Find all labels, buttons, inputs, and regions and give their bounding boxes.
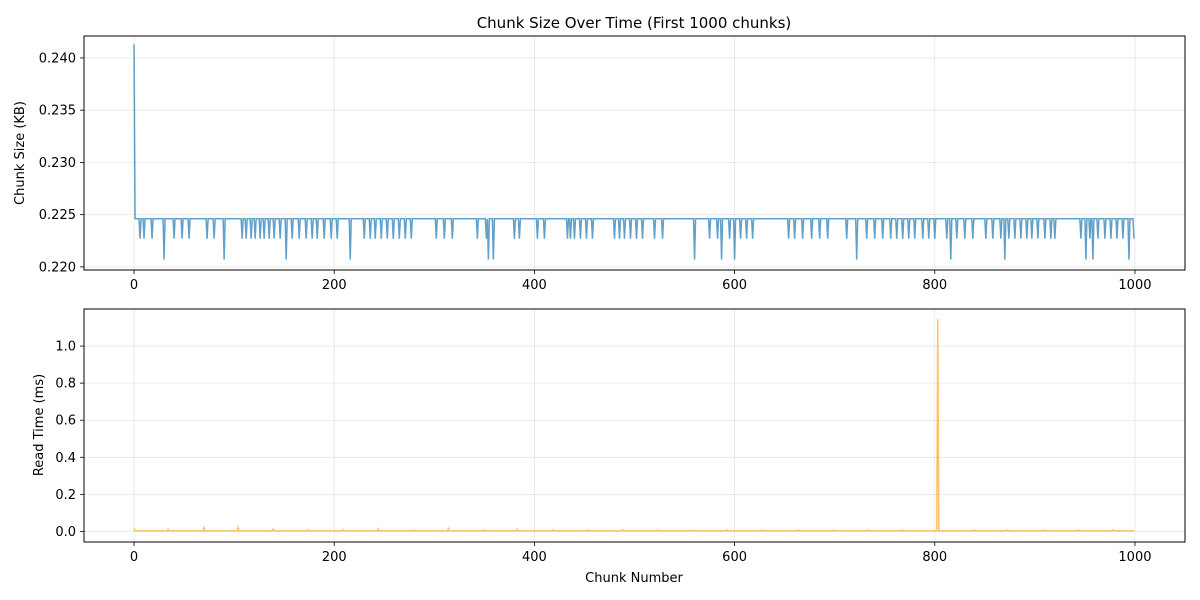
chunk-size-y-ticks: 0.220 0.225 0.230 0.235 0.240 [39,51,84,275]
read-time-axes-frame [83,308,1186,543]
read-time-x-tick-label: 800 [922,550,947,565]
read-time-x-tick-label: 0 [130,550,138,565]
read-time-x-tick-label: 200 [322,550,347,565]
chunk-size-x-tick-label: 800 [922,278,947,293]
chunk-size-axes-frame [83,35,1186,271]
chunk-size-y-label: Chunk Size (KB) [13,101,28,205]
read-time-y-tick-label: 0.0 [55,525,76,540]
chunk-size-x-tick-label: 600 [722,278,747,293]
chunk-size-line [133,44,1135,260]
read-time-grid [84,309,1185,542]
read-time-y-tick-label: 0.4 [55,451,76,466]
chunk-size-x-tick-label: 1000 [1118,278,1151,293]
read-time-line [133,319,1134,532]
read-time-x-tick-label: 600 [722,550,747,565]
chunk-size-y-tick-label: 0.230 [39,156,76,171]
read-time-y-label: Read Time (ms) [32,374,47,476]
read-time-y-tick-label: 0.8 [55,377,76,392]
read-time-y-tick-label: 0.2 [55,488,76,503]
read-time-y-ticks: 0.0 0.2 0.4 0.6 0.8 1.0 [55,340,84,540]
read-time-x-tick-label: 400 [522,550,547,565]
read-time-y-tick-label: 1.0 [55,340,76,355]
read-time-line-series [133,319,1134,532]
chunk-size-subplot: Chunk Size Over Time (First 1000 chunks)… [13,14,1186,293]
chunk-size-y-tick-label: 0.240 [39,51,76,66]
read-time-y-tick-label: 0.6 [55,414,76,429]
chunk-size-title: Chunk Size Over Time (First 1000 chunks) [477,14,792,32]
read-time-subplot: 0 200 400 600 800 1000 0.0 0.2 0.4 0.6 0.8 1.0 Rea… [32,308,1186,586]
chunk-size-x-ticks: 0 200 400 600 800 1000 [130,270,1152,293]
chunk-size-x-tick-label: 0 [130,278,138,293]
read-time-x-tick-label: 1000 [1118,550,1151,565]
read-time-x-ticks: 0 200 400 600 800 1000 [130,542,1152,565]
read-time-x-label: Chunk Number [585,571,683,586]
chunk-size-y-tick-label: 0.225 [39,208,76,223]
chunk-size-line-series [133,44,1135,260]
chunk-size-y-tick-label: 0.235 [39,104,76,119]
chunk-size-x-tick-label: 400 [522,278,547,293]
chunk-size-y-tick-label: 0.220 [39,260,76,275]
chunk-size-x-tick-label: 200 [322,278,347,293]
